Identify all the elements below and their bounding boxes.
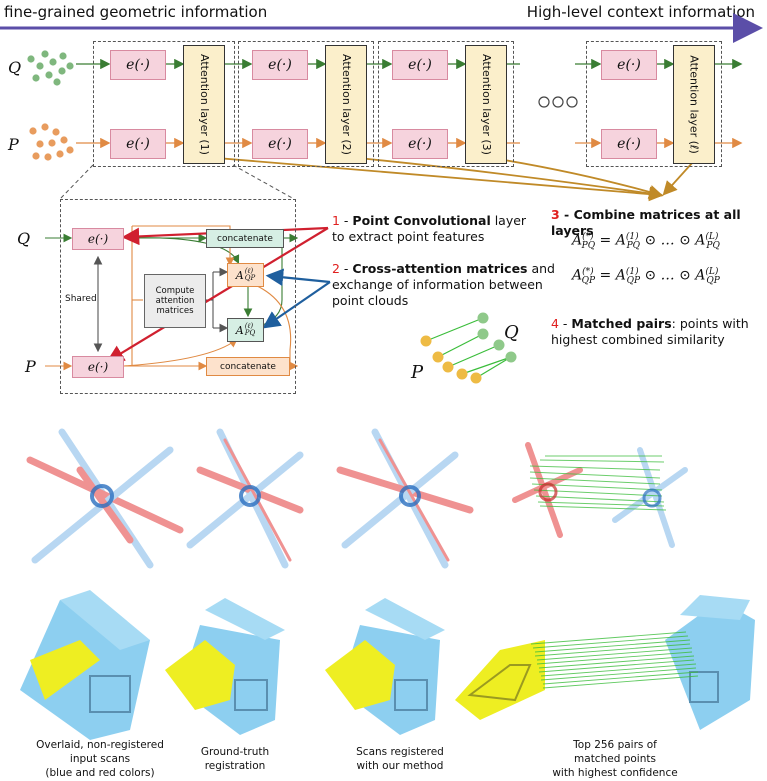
encoder-p-3: e(·) <box>392 129 448 159</box>
detail-encoder-q: e(·) <box>72 228 124 250</box>
layer-block-1 <box>93 41 235 167</box>
p-point-cloud <box>29 123 74 161</box>
matched-pairs-figure <box>420 312 517 384</box>
attention-layer-1: Attention layer (1) <box>183 45 225 164</box>
detail-q-label: Q <box>17 229 31 248</box>
encoder-p-l: e(·) <box>601 129 657 159</box>
equation-pq: A(*)PQ = A(1)PQ ⊙ … ⊙ A(L)PQ <box>572 232 720 252</box>
indoor-scan-4 <box>455 595 755 730</box>
equation-qp: A(*)QP = A(1)QP ⊙ … ⊙ A(L)QP <box>572 267 720 287</box>
attention-layer-l: Attention layer (ℓ) <box>673 45 715 164</box>
layer-block-3 <box>378 41 514 167</box>
ellipsis-icon <box>538 96 578 108</box>
apq-box: A (ℓ) PQ <box>227 318 264 342</box>
note-matched-pairs: 4 - Matched pairs: points with highest co… <box>551 316 749 347</box>
aqp-box: A (ℓ) QP <box>227 263 264 287</box>
detail-p-label: P <box>25 357 36 376</box>
concatenate-p-box: concatenate <box>206 357 290 376</box>
q-point-cloud <box>27 50 74 86</box>
encoder-p-2: e(·) <box>252 129 308 159</box>
encoder-p-1: e(·) <box>110 129 166 159</box>
lidar-scan-4 <box>512 442 688 548</box>
caption-top-pairs: Top 256 pairs of matched points with highe… <box>552 739 678 779</box>
shared-label: Shared <box>65 294 97 304</box>
encoder-q-l: e(·) <box>601 50 657 80</box>
caption-our-method: Scans registered with our method <box>356 746 444 772</box>
indoor-scan-3 <box>325 598 445 735</box>
fine-grained-label: fine-grained geometric information <box>4 3 268 21</box>
concatenate-q-box: concatenate <box>206 229 284 248</box>
indoor-scan-2 <box>165 598 285 735</box>
lidar-scan-3 <box>336 428 474 569</box>
note-combine-matrices: 3 - Combine matrices at all layers <box>551 207 741 238</box>
attention-layer-2: Attention layer (2) <box>325 45 367 164</box>
encoder-q-1: e(·) <box>110 50 166 80</box>
high-level-label: High-level context information <box>526 3 755 21</box>
caption-overlaid: Overlaid, non-registered input scans (blue… <box>36 739 164 779</box>
caption-ground-truth: Ground-truth registration <box>200 746 270 772</box>
detail-encoder-p: e(·) <box>72 356 124 378</box>
note-point-convolutional: 1 - Point Convolutional layer to extract … <box>332 213 527 244</box>
indoor-scan-1 <box>20 590 150 740</box>
p-label: P <box>8 135 19 154</box>
layer-block-l <box>586 41 722 167</box>
encoder-q-2: e(·) <box>252 50 308 80</box>
note-cross-attention: 2 - Cross-attention matrices and exchange… <box>332 261 555 308</box>
lidar-scan-2 <box>186 428 304 569</box>
lidar-scan-1 <box>26 428 184 569</box>
encoder-q-3: e(·) <box>392 50 448 80</box>
compute-attention-box: Compute attention matrices <box>144 274 206 328</box>
attention-detail-block <box>60 199 296 394</box>
match-p-label: P <box>411 362 424 383</box>
match-q-label: Q <box>504 322 519 343</box>
attention-layer-3: Attention layer (3) <box>465 45 507 164</box>
layer-block-2 <box>238 41 374 167</box>
q-label: Q <box>8 58 22 77</box>
